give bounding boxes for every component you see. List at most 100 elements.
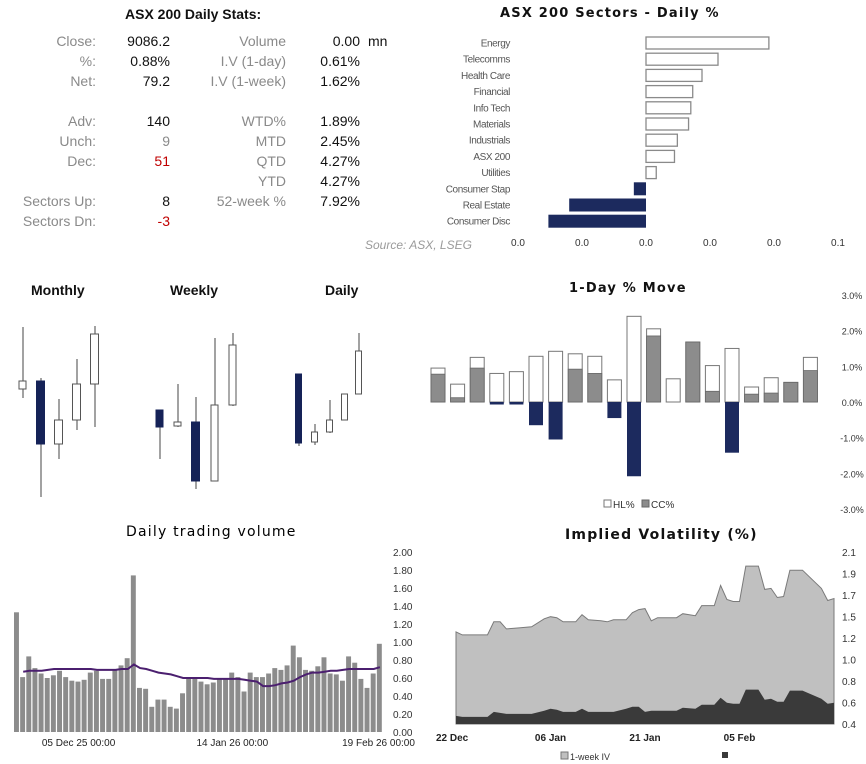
hl-bar	[528, 355, 544, 403]
stat-value: 0.00	[332, 33, 360, 49]
stat-value: -3	[157, 213, 170, 229]
y-tick-label: 2.0%	[842, 327, 863, 337]
iv-title: Implied Volatility (%)	[565, 527, 758, 543]
sector-tick-label: 0.1	[831, 238, 845, 249]
candle-body	[36, 380, 45, 445]
stat-value: 1.89%	[320, 113, 360, 129]
y-tick-label: -1.0%	[840, 434, 864, 444]
volume-bar	[223, 678, 229, 732]
monthly-title: Monthly	[31, 282, 85, 298]
x-tick-label: 05 Feb	[724, 733, 756, 744]
sector-label: Consumer Disc	[447, 217, 511, 228]
moving-average-line	[23, 663, 381, 688]
legend-swatch-hl	[603, 499, 612, 508]
stat-label: Sectors Up:	[22, 193, 96, 209]
source-note: Source: ASX, LSEG	[365, 238, 472, 252]
sector-tick-label: 0.0	[703, 238, 717, 249]
cc-bar	[744, 393, 759, 403]
stat-label: Sectors Dn:	[22, 213, 96, 229]
sector-label: ASX 200	[473, 152, 511, 163]
volume-bar	[327, 673, 333, 732]
stat-label: Dec:	[67, 153, 96, 169]
volume-bar	[315, 666, 321, 732]
sector-label: Real Estate	[463, 201, 511, 212]
sector-label: Energy	[481, 39, 511, 50]
volume-bar	[50, 675, 56, 732]
sector-bar	[548, 214, 646, 228]
stat-label: Volume	[239, 33, 286, 49]
volume-bar	[278, 669, 284, 732]
volume-bar	[216, 678, 222, 732]
sector-bar	[633, 182, 646, 196]
cc-bar	[783, 381, 799, 403]
legend-swatch-second	[722, 752, 728, 758]
y-tick-label: 1.40	[393, 602, 413, 613]
sector-tick-label: 0.0	[575, 238, 589, 249]
cc-bar	[587, 373, 603, 403]
volume-bar	[44, 678, 50, 732]
stat-value: 4.27%	[320, 173, 360, 189]
sector-bar	[645, 133, 679, 147]
candle-body	[326, 419, 333, 433]
y-tick-label: 0.6	[842, 699, 856, 710]
hl-bar	[489, 372, 505, 403]
y-tick-label: -2.0%	[840, 469, 864, 479]
cc-bar	[725, 402, 739, 453]
sector-label: Health Care	[461, 71, 511, 82]
volume-bar	[137, 687, 142, 732]
volume-bar	[309, 670, 315, 732]
y-tick-label: 1.5	[842, 613, 856, 624]
y-tick-label: 0.60	[393, 674, 413, 685]
stat-label: WTD%	[241, 113, 286, 129]
y-tick-label: 1.20	[393, 620, 413, 631]
x-tick-label: 14 Jan 26 00:00	[196, 738, 268, 749]
cc-bar	[430, 373, 446, 403]
stat-value: 9086.2	[127, 33, 170, 49]
candle-body	[210, 404, 219, 482]
y-tick-label: 1.2	[842, 634, 856, 645]
stat-value: 140	[146, 113, 170, 129]
x-tick-label: 22 Dec	[436, 733, 469, 744]
cc-bar	[509, 402, 524, 405]
y-tick-label: -3.0%	[840, 505, 864, 515]
sector-bar	[645, 101, 692, 115]
daily-title: Daily	[325, 282, 359, 298]
candle-body	[155, 409, 164, 428]
legend-swatch-iv	[560, 751, 569, 760]
volume-bar	[75, 681, 81, 732]
stat-label: Net:	[70, 73, 96, 89]
sector-bar	[645, 117, 690, 131]
candle-body	[191, 421, 200, 482]
volume-bar	[32, 668, 38, 732]
x-tick-label: 21 Jan	[629, 733, 660, 744]
stat-value: 8	[162, 193, 170, 209]
volume-bar	[303, 669, 308, 732]
candle-body	[355, 350, 362, 395]
volume-bar	[370, 673, 376, 732]
y-tick-label: 2.1	[842, 548, 856, 559]
volume-bar	[20, 677, 26, 732]
sector-bar	[569, 198, 646, 212]
volume-bar	[57, 670, 62, 732]
sector-label: Industrials	[469, 136, 511, 147]
volume-bar	[210, 682, 216, 732]
volume-bar	[69, 680, 75, 732]
cc-bar	[567, 368, 583, 403]
volume-bar	[198, 681, 204, 732]
y-tick-label: 1.0%	[842, 362, 863, 372]
stat-value: 0.61%	[320, 53, 360, 69]
sector-tick-label: 0.0	[767, 238, 781, 249]
candle-body	[173, 421, 182, 427]
weekly-title: Weekly	[170, 282, 218, 298]
candle-body	[295, 373, 302, 444]
volume-bar	[272, 668, 278, 732]
cc-bar	[685, 341, 701, 403]
stat-value: 79.2	[142, 73, 170, 89]
volume-bar	[204, 684, 210, 732]
volume-bar	[253, 677, 259, 732]
stat-label: Adv:	[67, 113, 96, 129]
sectors-title: ASX 200 Sectors - Daily %	[500, 6, 720, 21]
x-tick-label: 19 Feb 26 00:00	[342, 738, 415, 749]
stat-value: 7.92%	[320, 193, 360, 209]
